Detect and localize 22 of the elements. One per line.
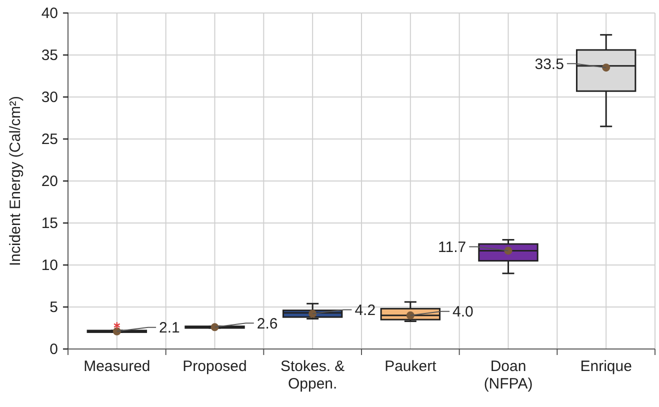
x-tick-label: Stokes. & Oppen. [280, 358, 345, 392]
y-tick-label: 30 [41, 88, 58, 106]
annotation: 2.6 [256, 315, 278, 332]
annotation: 33.5 [534, 56, 564, 73]
y-tick-label: 25 [41, 130, 58, 148]
annotation: 4.0 [452, 304, 474, 321]
y-tick-label: 35 [41, 46, 58, 64]
y-tick-label: 20 [41, 172, 58, 190]
x-tick-label: Proposed [182, 358, 247, 375]
x-tick-label: Enrique [580, 358, 632, 375]
x-tick-label: Doan (NFPA) [484, 358, 533, 392]
x-tick-label: Paukert [384, 358, 438, 375]
annotation: 2.1 [159, 320, 180, 337]
x-tick-label: Measured [84, 358, 150, 375]
y-tick-label: 10 [41, 256, 58, 274]
y-axis-title: Incident Energy (Cal/cm²) [7, 96, 24, 266]
y-tick-label: 5 [50, 298, 58, 316]
annotation: 4.2 [354, 302, 376, 319]
y-tick-label: 15 [41, 214, 58, 232]
y-tick-label: 40 [41, 4, 58, 22]
annotation: 11.7 [438, 238, 466, 256]
y-tick-label: 0 [50, 340, 58, 358]
